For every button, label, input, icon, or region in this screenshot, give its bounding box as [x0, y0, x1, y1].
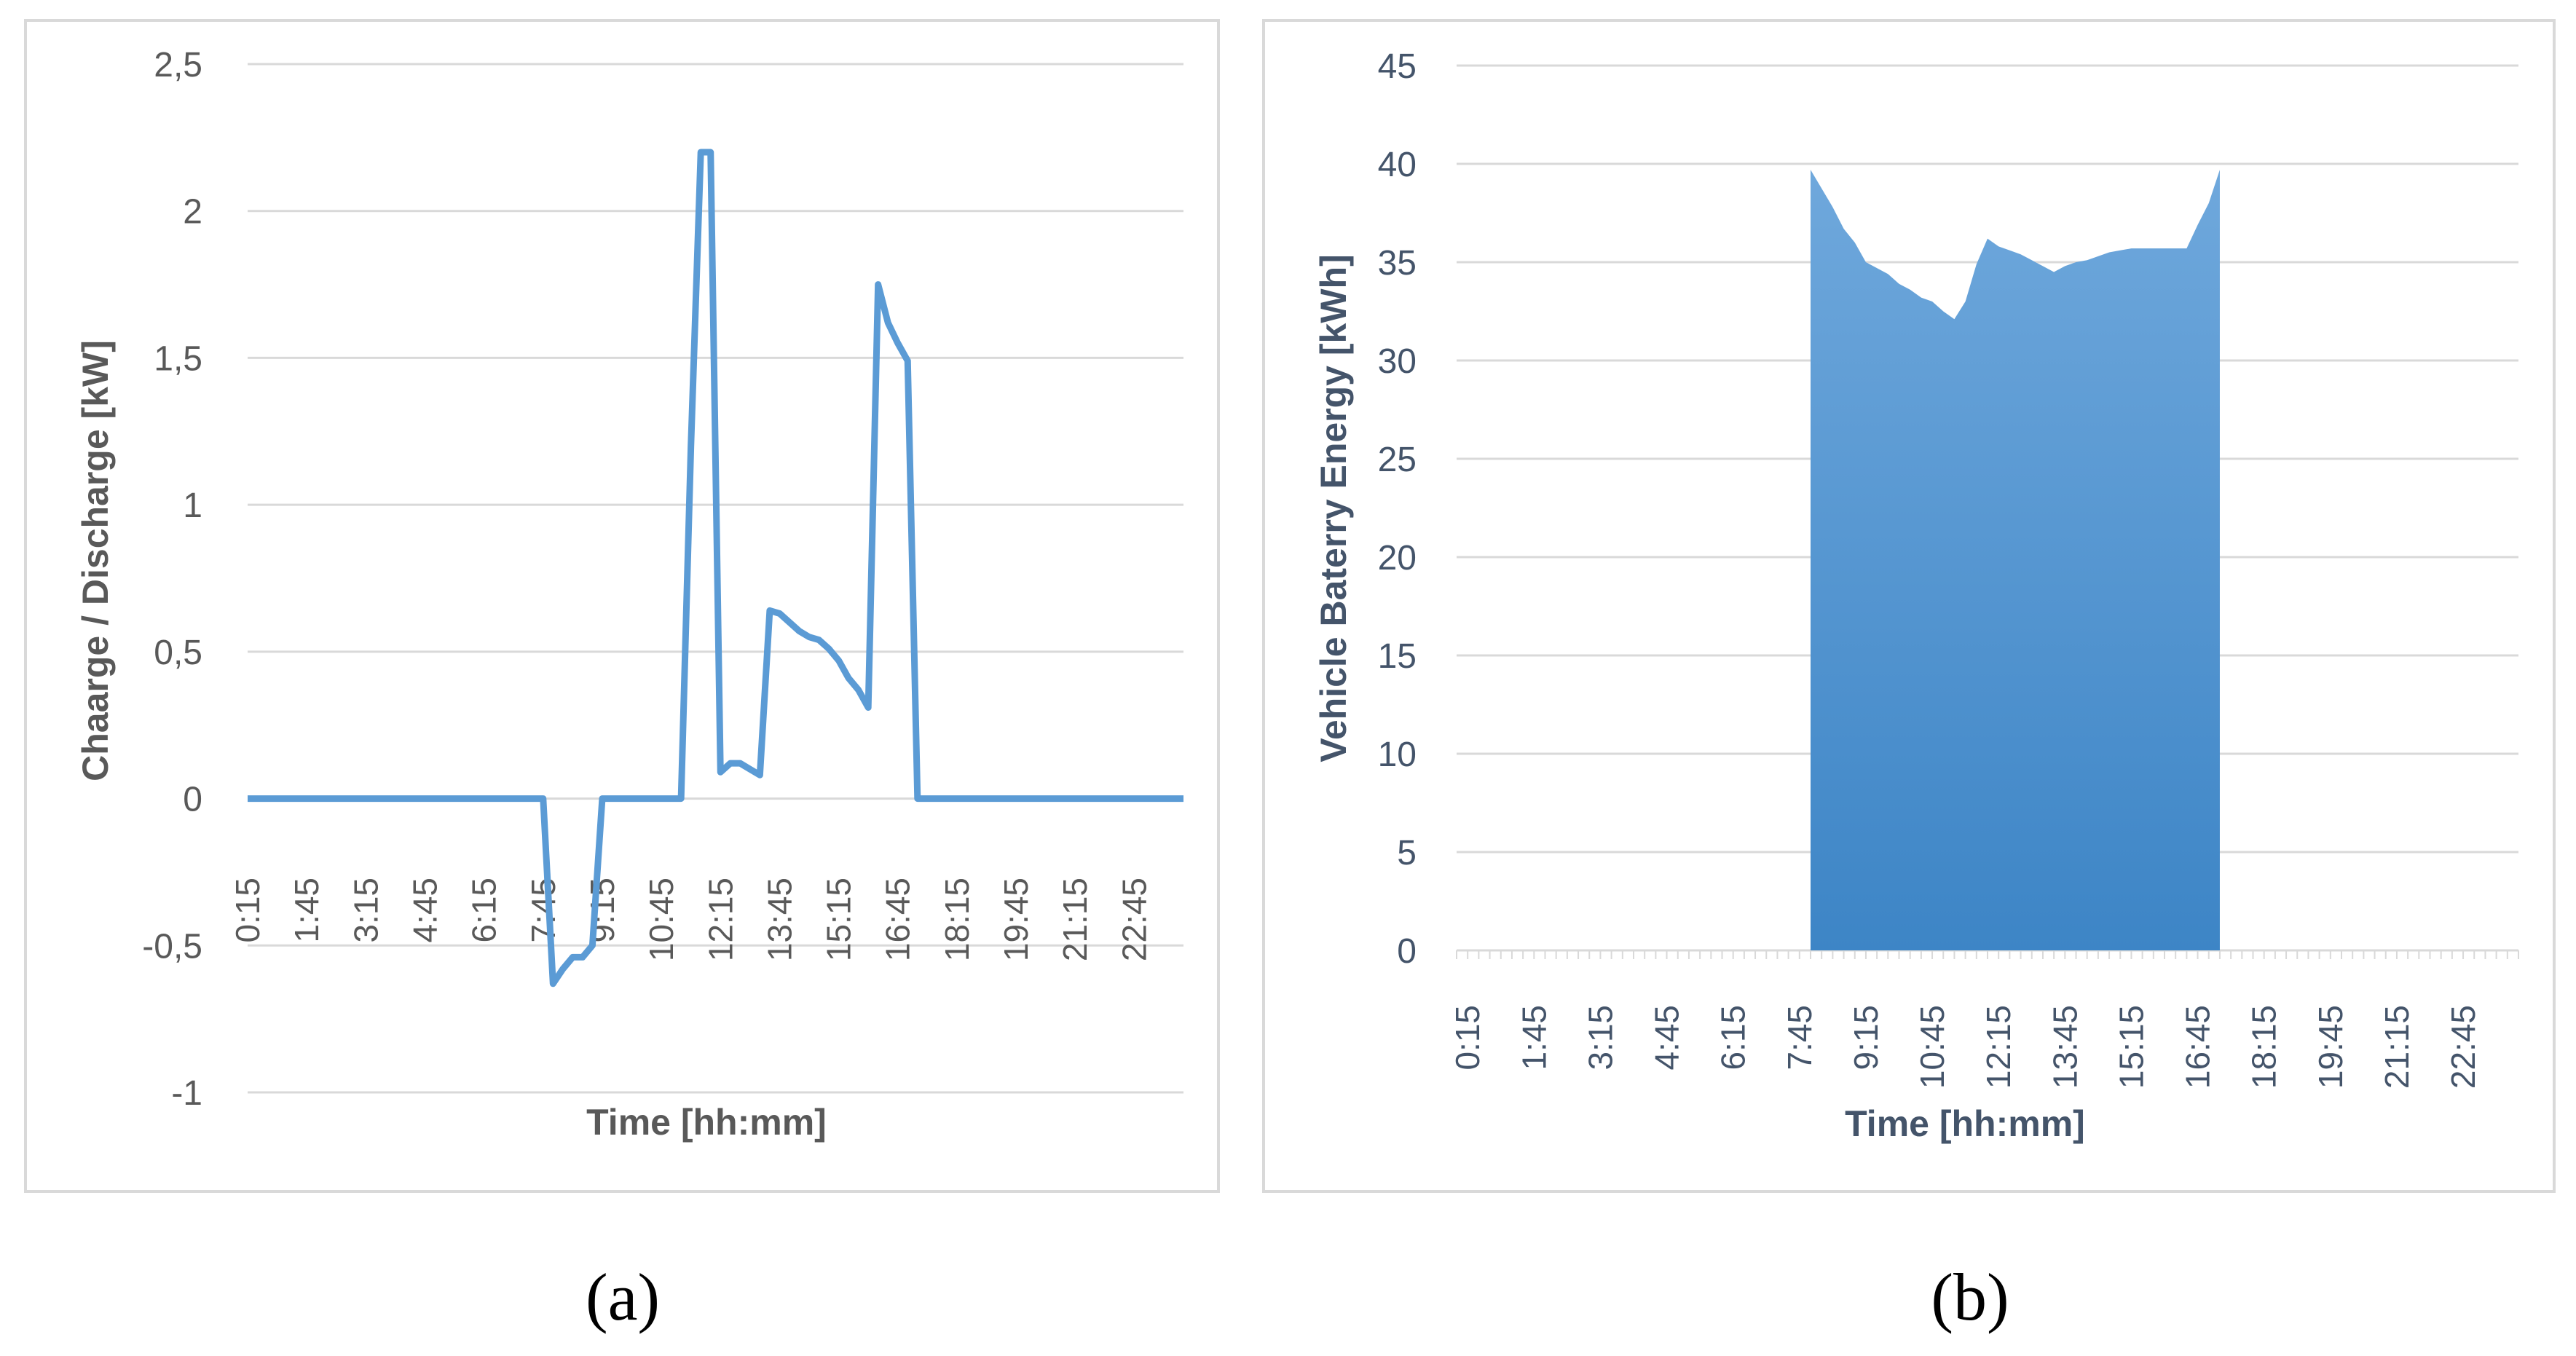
y-tick-label: 45 — [1378, 47, 1417, 86]
y-tick-label: 0 — [1397, 932, 1417, 971]
x-tick-label: 18:15 — [938, 878, 976, 961]
x-tick-label: 1:45 — [1515, 1005, 1553, 1071]
y-tick-label: 20 — [1378, 539, 1417, 578]
x-tick-label: 9:15 — [1847, 1005, 1885, 1071]
x-tick-label: 9:15 — [583, 878, 621, 943]
series-area — [1811, 170, 2220, 951]
x-tick-label: 3:15 — [1581, 1005, 1619, 1071]
chart-a-y-tick-labels: 2,5 2 1,5 1 0,5 0 -0,5 -1 — [142, 46, 202, 1113]
x-tick-label: 10:45 — [642, 878, 680, 961]
y-tick-label: 30 — [1378, 342, 1417, 381]
y-tick-label: 0 — [183, 781, 202, 819]
chart-a-series — [248, 149, 1183, 988]
chart-a-x-axis-title: Time [hh:mm] — [586, 1102, 827, 1143]
y-tick-label: 0,5 — [154, 634, 202, 672]
x-tick-label: 21:15 — [2378, 1005, 2416, 1089]
x-tick-label: 22:45 — [2444, 1005, 2482, 1089]
chart-b-x-tick-labels: 0:15 1:45 3:15 4:45 6:15 7:45 9:15 10:45 12:15 13… — [1449, 1005, 2482, 1089]
x-tick-label: 13:45 — [760, 878, 798, 961]
y-tick-label: 40 — [1378, 146, 1417, 184]
x-tick-label: 21:15 — [1056, 878, 1094, 961]
x-tick-label: 4:45 — [406, 878, 444, 943]
x-tick-label: 19:45 — [997, 878, 1035, 961]
x-tick-label: 3:15 — [347, 878, 385, 943]
y-tick-label: 1,5 — [154, 339, 202, 378]
x-tick-label: 16:45 — [879, 878, 917, 961]
x-tick-label: 4:45 — [1648, 1005, 1686, 1071]
chart-b-x-axis-minor-ticks — [1456, 950, 2519, 959]
y-tick-label: 1 — [183, 486, 202, 525]
x-tick-label: 13:45 — [2046, 1005, 2084, 1089]
series-line — [248, 149, 1183, 988]
y-tick-label: 10 — [1378, 736, 1417, 774]
chart-b: 45 40 35 30 25 20 15 10 5 0 0:15 1:45 3:15 4:45 6:15 7… — [1262, 19, 2556, 1193]
x-tick-label: 19:45 — [2312, 1005, 2349, 1089]
x-tick-label: 12:15 — [701, 878, 739, 961]
x-tick-label: 7:45 — [524, 878, 562, 943]
chart-a-frame — [24, 19, 1220, 1193]
y-tick-label: 35 — [1378, 244, 1417, 283]
x-tick-label: 1:45 — [288, 878, 326, 943]
caption-b: (b) — [1931, 1260, 2009, 1334]
y-tick-label: 5 — [1397, 834, 1417, 872]
y-tick-label: -0,5 — [142, 927, 202, 966]
x-tick-label: 16:45 — [2179, 1005, 2217, 1089]
x-tick-label: 18:15 — [2245, 1005, 2283, 1089]
y-tick-label: 2 — [183, 193, 202, 232]
y-tick-label: -1 — [171, 1074, 202, 1113]
chart-a-x-tick-labels: 0:15 1:45 3:15 4:45 6:15 7:45 9:15 10:45 12:15 13… — [229, 878, 1153, 961]
x-tick-label: 15:15 — [2112, 1005, 2150, 1089]
chart-a: 2,5 2 1,5 1 0,5 0 -0,5 -1 0:15 1:45 3:15 4:45 6:15 7… — [24, 19, 1220, 1193]
x-tick-label: 7:45 — [1781, 1005, 1819, 1071]
x-tick-label: 15:15 — [820, 878, 858, 961]
x-tick-label: 0:15 — [229, 878, 267, 943]
chart-b-series — [1811, 170, 2220, 951]
chart-a-y-axis-title: Chaarge / Discharge [kW] — [75, 340, 116, 781]
x-tick-label: 12:15 — [1980, 1005, 2017, 1089]
chart-b-y-axis-title: Vehicle Baterry Energy [kWh] — [1313, 254, 1354, 762]
chart-b-y-tick-labels: 45 40 35 30 25 20 15 10 5 0 — [1378, 47, 1417, 971]
chart-b-x-axis-title: Time [hh:mm] — [1845, 1103, 2085, 1144]
x-tick-label: 6:15 — [1714, 1005, 1752, 1071]
y-tick-label: 15 — [1378, 637, 1417, 676]
y-tick-label: 2,5 — [154, 46, 202, 84]
x-tick-label: 0:15 — [1449, 1005, 1486, 1071]
x-tick-label: 22:45 — [1115, 878, 1153, 961]
x-tick-label: 6:15 — [465, 878, 503, 943]
x-tick-label: 10:45 — [1913, 1005, 1951, 1089]
caption-a: (a) — [586, 1260, 660, 1334]
y-tick-label: 25 — [1378, 441, 1417, 479]
